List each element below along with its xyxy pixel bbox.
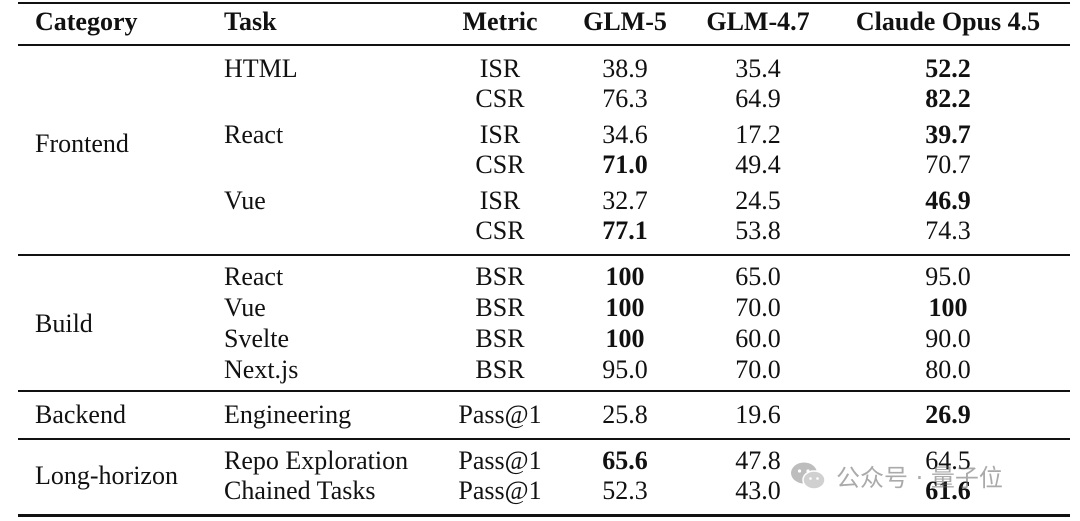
glm5-cell: 100 — [605, 262, 645, 291]
header-rule — [18, 44, 1070, 46]
task-label: Vue — [224, 293, 266, 322]
glm47-cell: 24.5 — [735, 186, 781, 215]
task-label: Repo Exploration — [224, 446, 409, 475]
metric-cell: BSR — [475, 324, 525, 353]
glm47-cell: 70.0 — [735, 293, 781, 322]
metric-cell: ISR — [479, 54, 521, 83]
claude-cell: 70.7 — [925, 150, 971, 179]
category-label: Long-horizon — [35, 461, 178, 490]
claude-cell: 90.0 — [925, 324, 971, 353]
header-glm5: GLM-5 — [583, 7, 667, 36]
task-label: Next.js — [224, 355, 299, 384]
group-rule-frontend — [18, 254, 1070, 256]
metric-cell: CSR — [475, 150, 525, 179]
task-label: Chained Tasks — [224, 476, 376, 505]
claude-cell: 74.3 — [925, 216, 971, 245]
header-category: Category — [35, 7, 138, 36]
metric-cell: CSR — [475, 84, 525, 113]
glm5-cell: 25.8 — [602, 400, 648, 429]
metric-cell: Pass@1 — [458, 476, 542, 505]
claude-cell: 64.5 — [925, 446, 971, 475]
glm5-cell: 71.0 — [602, 150, 648, 179]
glm5-cell: 100 — [605, 293, 645, 322]
category-label: Backend — [35, 400, 126, 429]
metric-cell: BSR — [475, 355, 525, 384]
glm47-cell: 17.2 — [735, 120, 781, 149]
glm47-cell: 53.8 — [735, 216, 781, 245]
top-rule — [18, 2, 1070, 4]
task-label: React — [224, 120, 284, 149]
glm5-cell: 38.9 — [602, 54, 648, 83]
header-claude: Claude Opus 4.5 — [855, 7, 1041, 36]
claude-cell: 52.2 — [925, 54, 971, 83]
claude-cell: 61.6 — [925, 476, 971, 505]
claude-cell: 82.2 — [925, 84, 971, 113]
glm47-cell: 35.4 — [735, 54, 781, 83]
watermark-text: 公众号 · 量子位 — [836, 464, 1003, 492]
claude-cell: 80.0 — [925, 355, 971, 384]
glm5-cell: 95.0 — [602, 355, 648, 384]
task-label: Engineering — [224, 400, 352, 429]
watermark: 公众号 · 量子位 — [790, 458, 1003, 493]
metric-cell: Pass@1 — [458, 446, 542, 475]
glm47-cell: 43.0 — [735, 476, 781, 505]
task-label: Vue — [224, 186, 266, 215]
category-label: Frontend — [35, 129, 129, 158]
metric-cell: CSR — [475, 216, 525, 245]
task-label: HTML — [224, 54, 298, 83]
group-rule-backend — [18, 438, 1070, 440]
glm47-cell: 60.0 — [735, 324, 781, 353]
metric-cell: BSR — [475, 262, 525, 291]
group-rule-build — [18, 390, 1070, 392]
metric-cell: ISR — [479, 120, 521, 149]
glm47-cell: 19.6 — [735, 400, 781, 429]
task-label: Svelte — [224, 324, 289, 353]
claude-cell: 39.7 — [925, 120, 971, 149]
task-label: React — [224, 262, 284, 291]
metric-cell: Pass@1 — [458, 400, 542, 429]
bottom-rule — [18, 514, 1070, 517]
glm47-cell: 47.8 — [735, 446, 781, 475]
glm47-cell: 49.4 — [735, 150, 781, 179]
glm5-cell: 100 — [605, 324, 645, 353]
header-glm47: GLM-4.7 — [706, 7, 810, 36]
header-metric: Metric — [462, 7, 538, 36]
metric-cell: BSR — [475, 293, 525, 322]
claude-cell: 46.9 — [925, 186, 971, 215]
glm5-cell: 34.6 — [602, 120, 648, 149]
glm5-cell: 32.7 — [602, 186, 648, 215]
claude-cell: 26.9 — [925, 400, 971, 429]
claude-cell: 95.0 — [925, 262, 971, 291]
glm5-cell: 76.3 — [602, 84, 648, 113]
metric-cell: ISR — [479, 186, 521, 215]
glm47-cell: 65.0 — [735, 262, 781, 291]
glm5-cell: 65.6 — [602, 446, 648, 475]
category-label: Build — [35, 309, 93, 338]
glm47-cell: 70.0 — [735, 355, 781, 384]
glm5-cell: 52.3 — [602, 476, 648, 505]
claude-cell: 100 — [928, 293, 968, 322]
glm5-cell: 77.1 — [602, 216, 648, 245]
glm47-cell: 64.9 — [735, 84, 781, 113]
header-task: Task — [224, 7, 277, 36]
wechat-logo-icon — [790, 461, 826, 491]
